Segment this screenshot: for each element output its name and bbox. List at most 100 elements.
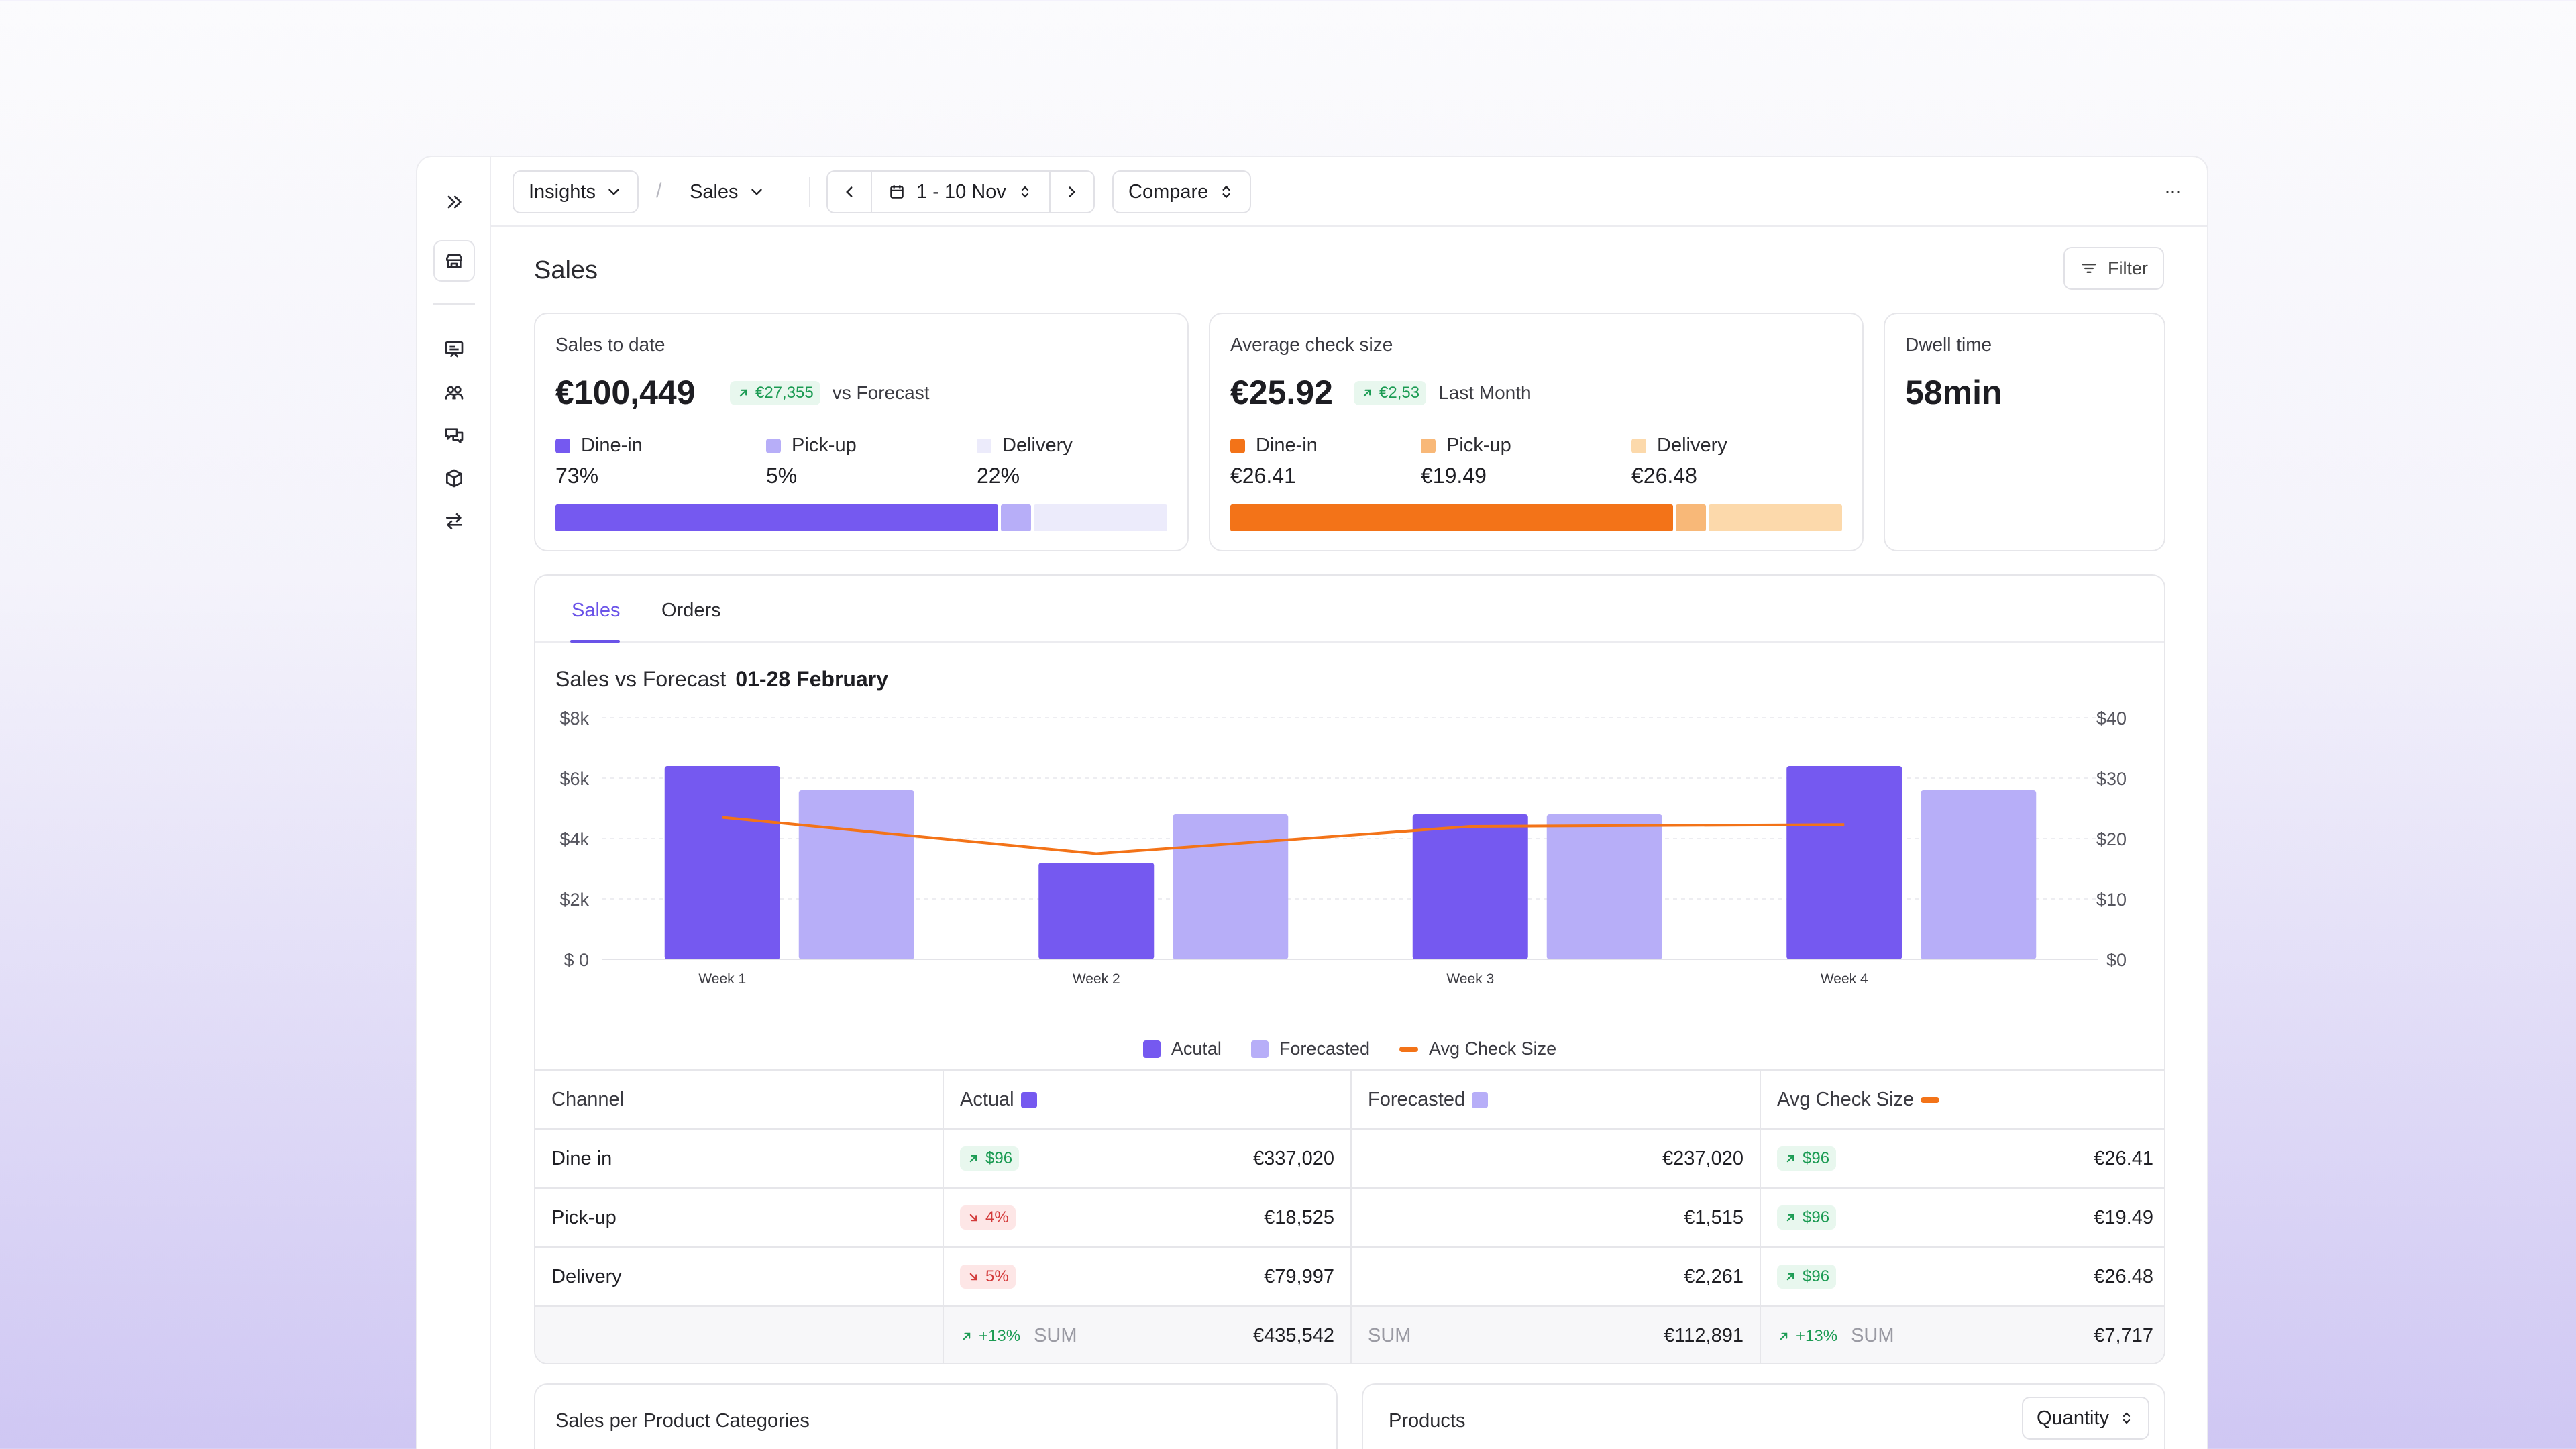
sales-dropdown[interactable]: Sales (674, 170, 782, 213)
kpi-item-dine-in: Dine-in €26.41 (1230, 435, 1318, 488)
y-right-tick-label: $30 (2096, 769, 2127, 789)
kpi-item-pick-up: Pick-up 5% (766, 435, 857, 488)
transfer-icon[interactable] (433, 500, 475, 542)
delivery-swatch (1631, 438, 1646, 453)
sum-label: SUM (1034, 1325, 1077, 1346)
tab-sales[interactable]: Sales (572, 600, 621, 621)
avg-check-value: €26.48 (2094, 1265, 2153, 1287)
item-value: 73% (555, 464, 599, 488)
chevron-down-icon (751, 189, 762, 195)
kpi-delta-caption: Last Month (1438, 382, 1532, 403)
item-name: Pick-up (1446, 435, 1511, 456)
chevron-right-icon (1069, 186, 1075, 197)
avg-check-cell: $96 €26.48 (1760, 1246, 2164, 1306)
y-right-tick-label: $20 (2096, 829, 2127, 849)
next-period-button[interactable] (1051, 172, 1093, 212)
sum-channel-cell (535, 1305, 943, 1363)
filter-button[interactable]: Filter (2063, 247, 2164, 290)
kpi-delta-badge: €27,355 (730, 381, 820, 405)
kpi-value: 58min (1905, 374, 2002, 411)
chart-title-text: Sales vs Forecast (555, 667, 727, 691)
kpi-label: Sales to date (555, 334, 665, 355)
page-title: Sales (534, 256, 598, 284)
legend-item[interactable]: Acutal (1142, 1038, 1222, 1059)
quantity-dropdown[interactable]: Quantity (2022, 1397, 2149, 1440)
more-options-button[interactable]: ··· (2164, 180, 2182, 202)
item-value: 22% (977, 464, 1020, 488)
item-value: €19.49 (1421, 464, 1487, 488)
actual-value: €79,997 (1264, 1265, 1334, 1287)
arrow-up-right-icon (1786, 1214, 1794, 1222)
arrow-up-right-icon (1363, 389, 1371, 397)
chevron-updown-icon (1021, 186, 1028, 198)
badge-text: $96 (985, 1149, 1013, 1167)
chat-icon[interactable] (433, 415, 475, 456)
delivery-segment (1034, 504, 1167, 531)
kpi-delta-caption: vs Forecast (832, 382, 930, 403)
sidebar (417, 157, 491, 1449)
legend-swatch (1399, 1046, 1418, 1052)
tab-orders[interactable]: Orders (661, 600, 721, 621)
table-row[interactable]: Delivery 5% €79,997 €2,261 $96 €26.48 (535, 1246, 2164, 1306)
presentation-icon[interactable] (433, 329, 475, 370)
y-left-tick-label: $8k (559, 708, 589, 729)
arrow-up-right-icon (1780, 1332, 1788, 1340)
channel-name: Pick-up (551, 1206, 616, 1228)
arrow-down-right-icon (969, 1214, 977, 1222)
y-right-tick-label: $40 (2096, 708, 2127, 729)
date-navigator: 1 - 10 Nov (826, 170, 1095, 213)
kpi-value: €100,449 (555, 374, 696, 411)
date-range-picker[interactable]: 1 - 10 Nov (871, 172, 1051, 212)
actual-value: €337,020 (1253, 1147, 1334, 1169)
sum-label: SUM (1851, 1325, 1894, 1346)
expand-sidebar-icon[interactable] (433, 181, 475, 223)
chevron-left-icon (846, 186, 853, 197)
dine-in-segment (1230, 504, 1673, 531)
store-icon[interactable] (433, 240, 475, 282)
channel-share-bar (555, 504, 1167, 531)
header-channel: Channel (535, 1069, 943, 1129)
sum-avg-badge: +13% (1777, 1327, 1837, 1346)
y-left-tick-label: $6k (559, 769, 589, 789)
dine-in-segment (555, 504, 998, 531)
previous-period-button[interactable] (828, 172, 871, 212)
avg-check-cell: $96 €19.49 (1760, 1187, 2164, 1247)
compare-dropdown[interactable]: Compare (1112, 170, 1252, 213)
table-row[interactable]: Pick-up 4% €18,525 €1,515 $96 €19.49 (535, 1187, 2164, 1247)
kpi-item-delivery: Delivery 22% (977, 435, 1073, 488)
y-left-tick-label: $ 0 (564, 950, 589, 970)
legend-item[interactable]: Avg Check Size (1399, 1038, 1556, 1059)
box-icon[interactable] (433, 458, 475, 499)
bar-forecasted (1173, 814, 1289, 959)
x-tick-label: Week 1 (698, 971, 746, 987)
channel-cell: Pick-up (535, 1187, 943, 1247)
table-row[interactable]: Dine in $96 €337,020 €237,020 $96 €26.41 (535, 1128, 2164, 1188)
pick-up-swatch (766, 438, 781, 453)
avg-change-badge: $96 (1777, 1205, 1837, 1230)
topbar-divider (809, 177, 810, 207)
active-tab-indicator (570, 640, 620, 643)
products-card: Products Quantity (1362, 1383, 2165, 1449)
kpi-card-average-check: Average check size €25.92 €2,53 Last Mon… (1209, 313, 1864, 551)
forecast-cell: €237,020 (1350, 1128, 1760, 1188)
forecast-value: €2,261 (1684, 1265, 1743, 1287)
item-name: Delivery (1657, 435, 1727, 456)
item-name: Dine-in (1256, 435, 1318, 456)
header-label: Avg Check Size (1777, 1088, 1915, 1110)
date-range-label: 1 - 10 Nov (916, 180, 1006, 203)
badge-text: +13% (1796, 1326, 1838, 1345)
arrow-up-right-icon (963, 1332, 971, 1340)
legend-item[interactable]: Forecasted (1250, 1038, 1370, 1059)
calendar-icon (890, 185, 904, 199)
channel-name: Delivery (551, 1265, 622, 1287)
item-value: €26.48 (1631, 464, 1697, 488)
sales-chart-card: Sales Orders Sales vs Forecast 01-28 Febr… (534, 574, 2165, 1364)
avg-change-badge: $96 (1777, 1146, 1837, 1171)
actual-change-badge: 5% (960, 1265, 1016, 1289)
x-tick-label: Week 3 (1446, 971, 1494, 987)
chevron-down-icon (608, 189, 619, 195)
insights-dropdown[interactable]: Insights (513, 170, 639, 213)
kpi-item-dine-in: Dine-in 73% (555, 435, 643, 488)
sum-actual-badge: +13% (960, 1327, 1020, 1346)
users-icon[interactable] (433, 372, 475, 413)
